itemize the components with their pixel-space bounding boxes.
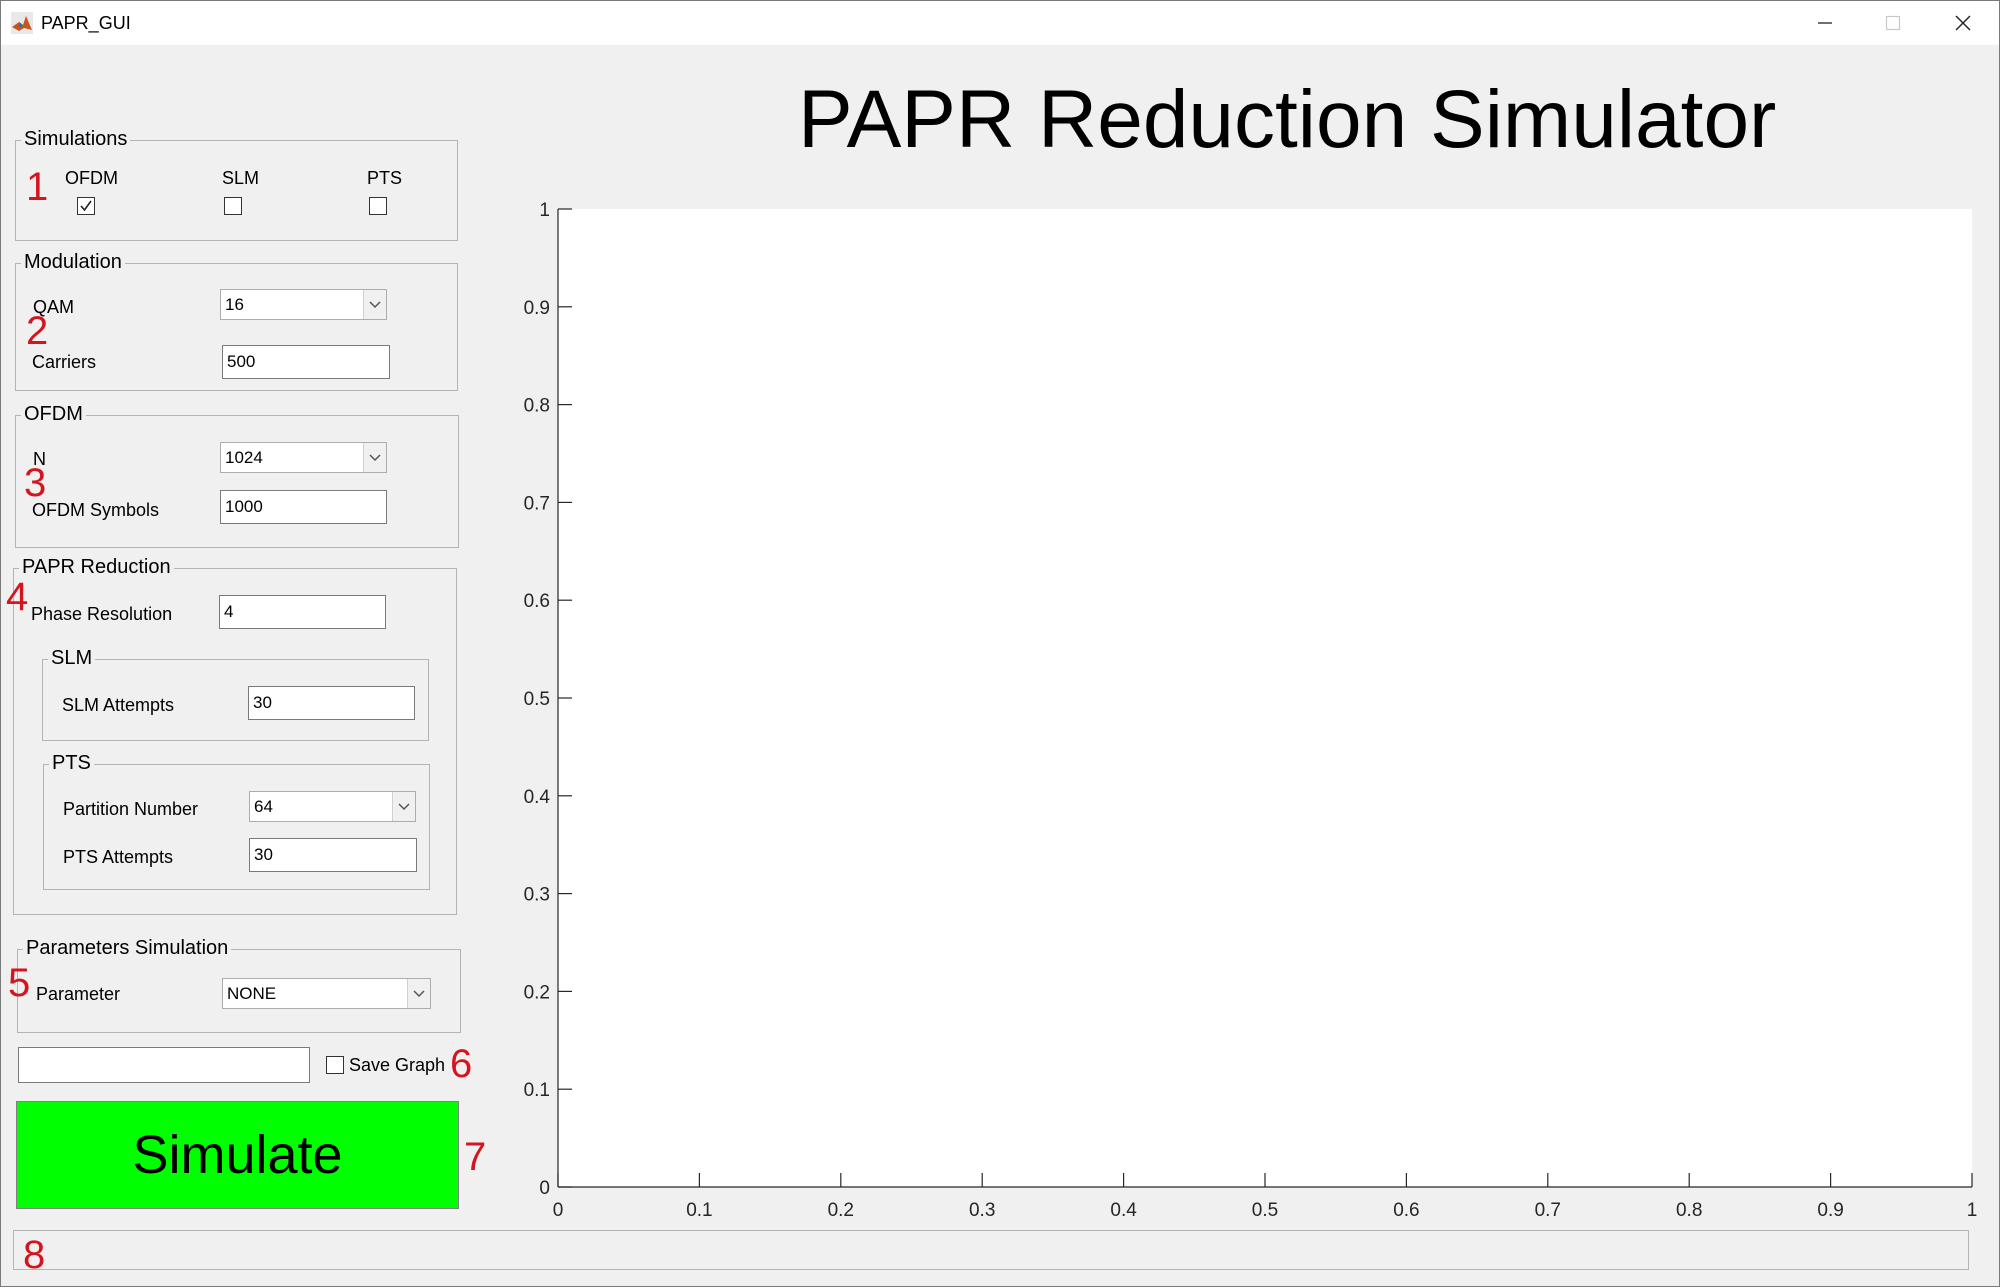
n-value: 1024 (225, 448, 263, 467)
panel-title: SLM (48, 647, 96, 670)
close-button[interactable] (1929, 1, 1997, 45)
partition-number-label: Partition Number (63, 799, 199, 819)
x-tick-label: 0.4 (1110, 1200, 1137, 1221)
x-tick-label: 0.9 (1817, 1200, 1843, 1221)
chevron-down-icon (363, 290, 386, 319)
n-label: N (33, 449, 46, 469)
marker-7: 7 (464, 1135, 487, 1179)
ofdm-panel: OFDM N 1024 OFDM Symbols 1000 (15, 403, 459, 548)
panel-title: Simulations (21, 128, 131, 151)
chevron-down-icon (407, 979, 430, 1008)
panel-title: PAPR Reduction (19, 556, 174, 579)
pts-checkbox-label: PTS (367, 168, 403, 188)
modulation-panel: Modulation QAM 16 Carriers 500 (15, 251, 458, 391)
x-tick-label: 0.6 (1393, 1200, 1419, 1221)
simulations-panel: Simulations OFDM SLM PTS (15, 128, 458, 241)
ofdm-checkbox-label: OFDM (65, 168, 118, 188)
pts-panel: PTS Partition Number 64 PTS Attempts 30 (43, 752, 430, 890)
marker-8: 8 (23, 1233, 46, 1277)
save-graph-label: Save Graph (349, 1055, 446, 1075)
qam-label: QAM (33, 297, 75, 317)
close-icon (1955, 15, 1971, 31)
ofdm-symbols-input[interactable]: 1000 (220, 490, 387, 524)
matlab-icon (11, 12, 33, 34)
window-title: PAPR_GUI (41, 13, 131, 33)
chevron-down-icon (392, 792, 415, 821)
page-title: PAPR Reduction Simulator (798, 74, 1777, 165)
x-tick-label: 0.5 (1252, 1200, 1278, 1221)
y-tick-label: 0.7 (524, 493, 550, 514)
carriers-label: Carriers (32, 352, 97, 372)
panel-title: Modulation (21, 251, 125, 274)
phase-resolution-input[interactable]: 4 (219, 595, 386, 629)
ofdm-checkbox[interactable] (77, 197, 95, 215)
partition-number-value: 64 (254, 797, 273, 816)
slm-panel: SLM SLM Attempts 30 (42, 647, 429, 741)
qam-select[interactable]: 16 (220, 289, 387, 320)
filename-input[interactable] (18, 1047, 310, 1083)
qam-value: 16 (225, 295, 244, 314)
parameter-label: Parameter (36, 984, 121, 1004)
carriers-input[interactable]: 500 (222, 345, 390, 379)
parameter-select[interactable]: NONE (222, 978, 431, 1009)
ofdm-symbols-label: OFDM Symbols (32, 500, 160, 520)
marker-1: 1 (26, 165, 49, 209)
save-graph-checkbox[interactable] (326, 1056, 344, 1074)
y-tick-label: 0.6 (524, 591, 550, 612)
x-tick-label: 1 (1967, 1200, 1978, 1221)
papr-reduction-panel: PAPR Reduction Phase Resolution 4 SLM SL… (13, 556, 457, 915)
simulate-button[interactable]: Simulate (16, 1101, 459, 1209)
y-tick-label: 0.3 (524, 885, 550, 906)
parameters-simulation-panel: Parameters Simulation Parameter NONE (17, 937, 461, 1033)
phase-resolution-label: Phase Resolution (31, 604, 173, 624)
minimize-button[interactable] (1791, 1, 1859, 45)
panel-title: OFDM (21, 403, 86, 426)
plot-area (558, 209, 1972, 1187)
marker-6: 6 (450, 1042, 473, 1086)
maximize-button[interactable] (1859, 1, 1927, 45)
status-bar (13, 1230, 1969, 1270)
x-tick-label: 0.1 (686, 1200, 712, 1221)
parameter-value: NONE (227, 984, 277, 1003)
y-tick-label: 1 (539, 200, 550, 221)
y-tick-label: 0.9 (524, 298, 550, 319)
y-tick-label: 0.4 (524, 787, 551, 808)
x-tick-label: 0.2 (828, 1200, 854, 1221)
n-select[interactable]: 1024 (220, 442, 387, 473)
title-bar: PAPR_GUI (1, 1, 1999, 45)
slm-attempts-input[interactable]: 30 (248, 686, 415, 720)
chevron-down-icon (363, 443, 386, 472)
marker-4: 4 (6, 575, 29, 619)
slm-checkbox-label: SLM (222, 168, 260, 188)
y-tick-label: 0.5 (524, 689, 550, 710)
partition-number-select[interactable]: 64 (249, 791, 416, 822)
check-icon (80, 200, 92, 212)
pts-attempts-label: PTS Attempts (63, 847, 174, 867)
y-tick-label: 0.2 (524, 982, 550, 1003)
panel-title: Parameters Simulation (23, 937, 232, 960)
y-tick-label: 0.1 (524, 1080, 550, 1101)
pts-checkbox[interactable] (369, 197, 387, 215)
x-tick-label: 0 (553, 1200, 564, 1221)
panel-title: PTS (49, 752, 94, 775)
x-tick-label: 0.3 (969, 1200, 995, 1221)
slm-attempts-label: SLM Attempts (62, 695, 175, 715)
maximize-icon (1885, 15, 1901, 31)
y-tick-label: 0 (539, 1178, 550, 1199)
marker-3: 3 (24, 461, 47, 505)
pts-attempts-input[interactable]: 30 (249, 838, 417, 872)
marker-2: 2 (26, 309, 49, 353)
x-tick-label: 0.8 (1676, 1200, 1702, 1221)
minimize-icon (1818, 22, 1832, 24)
marker-5: 5 (8, 961, 31, 1005)
slm-checkbox[interactable] (224, 197, 242, 215)
x-tick-label: 0.7 (1535, 1200, 1561, 1221)
y-tick-label: 0.8 (524, 396, 550, 417)
